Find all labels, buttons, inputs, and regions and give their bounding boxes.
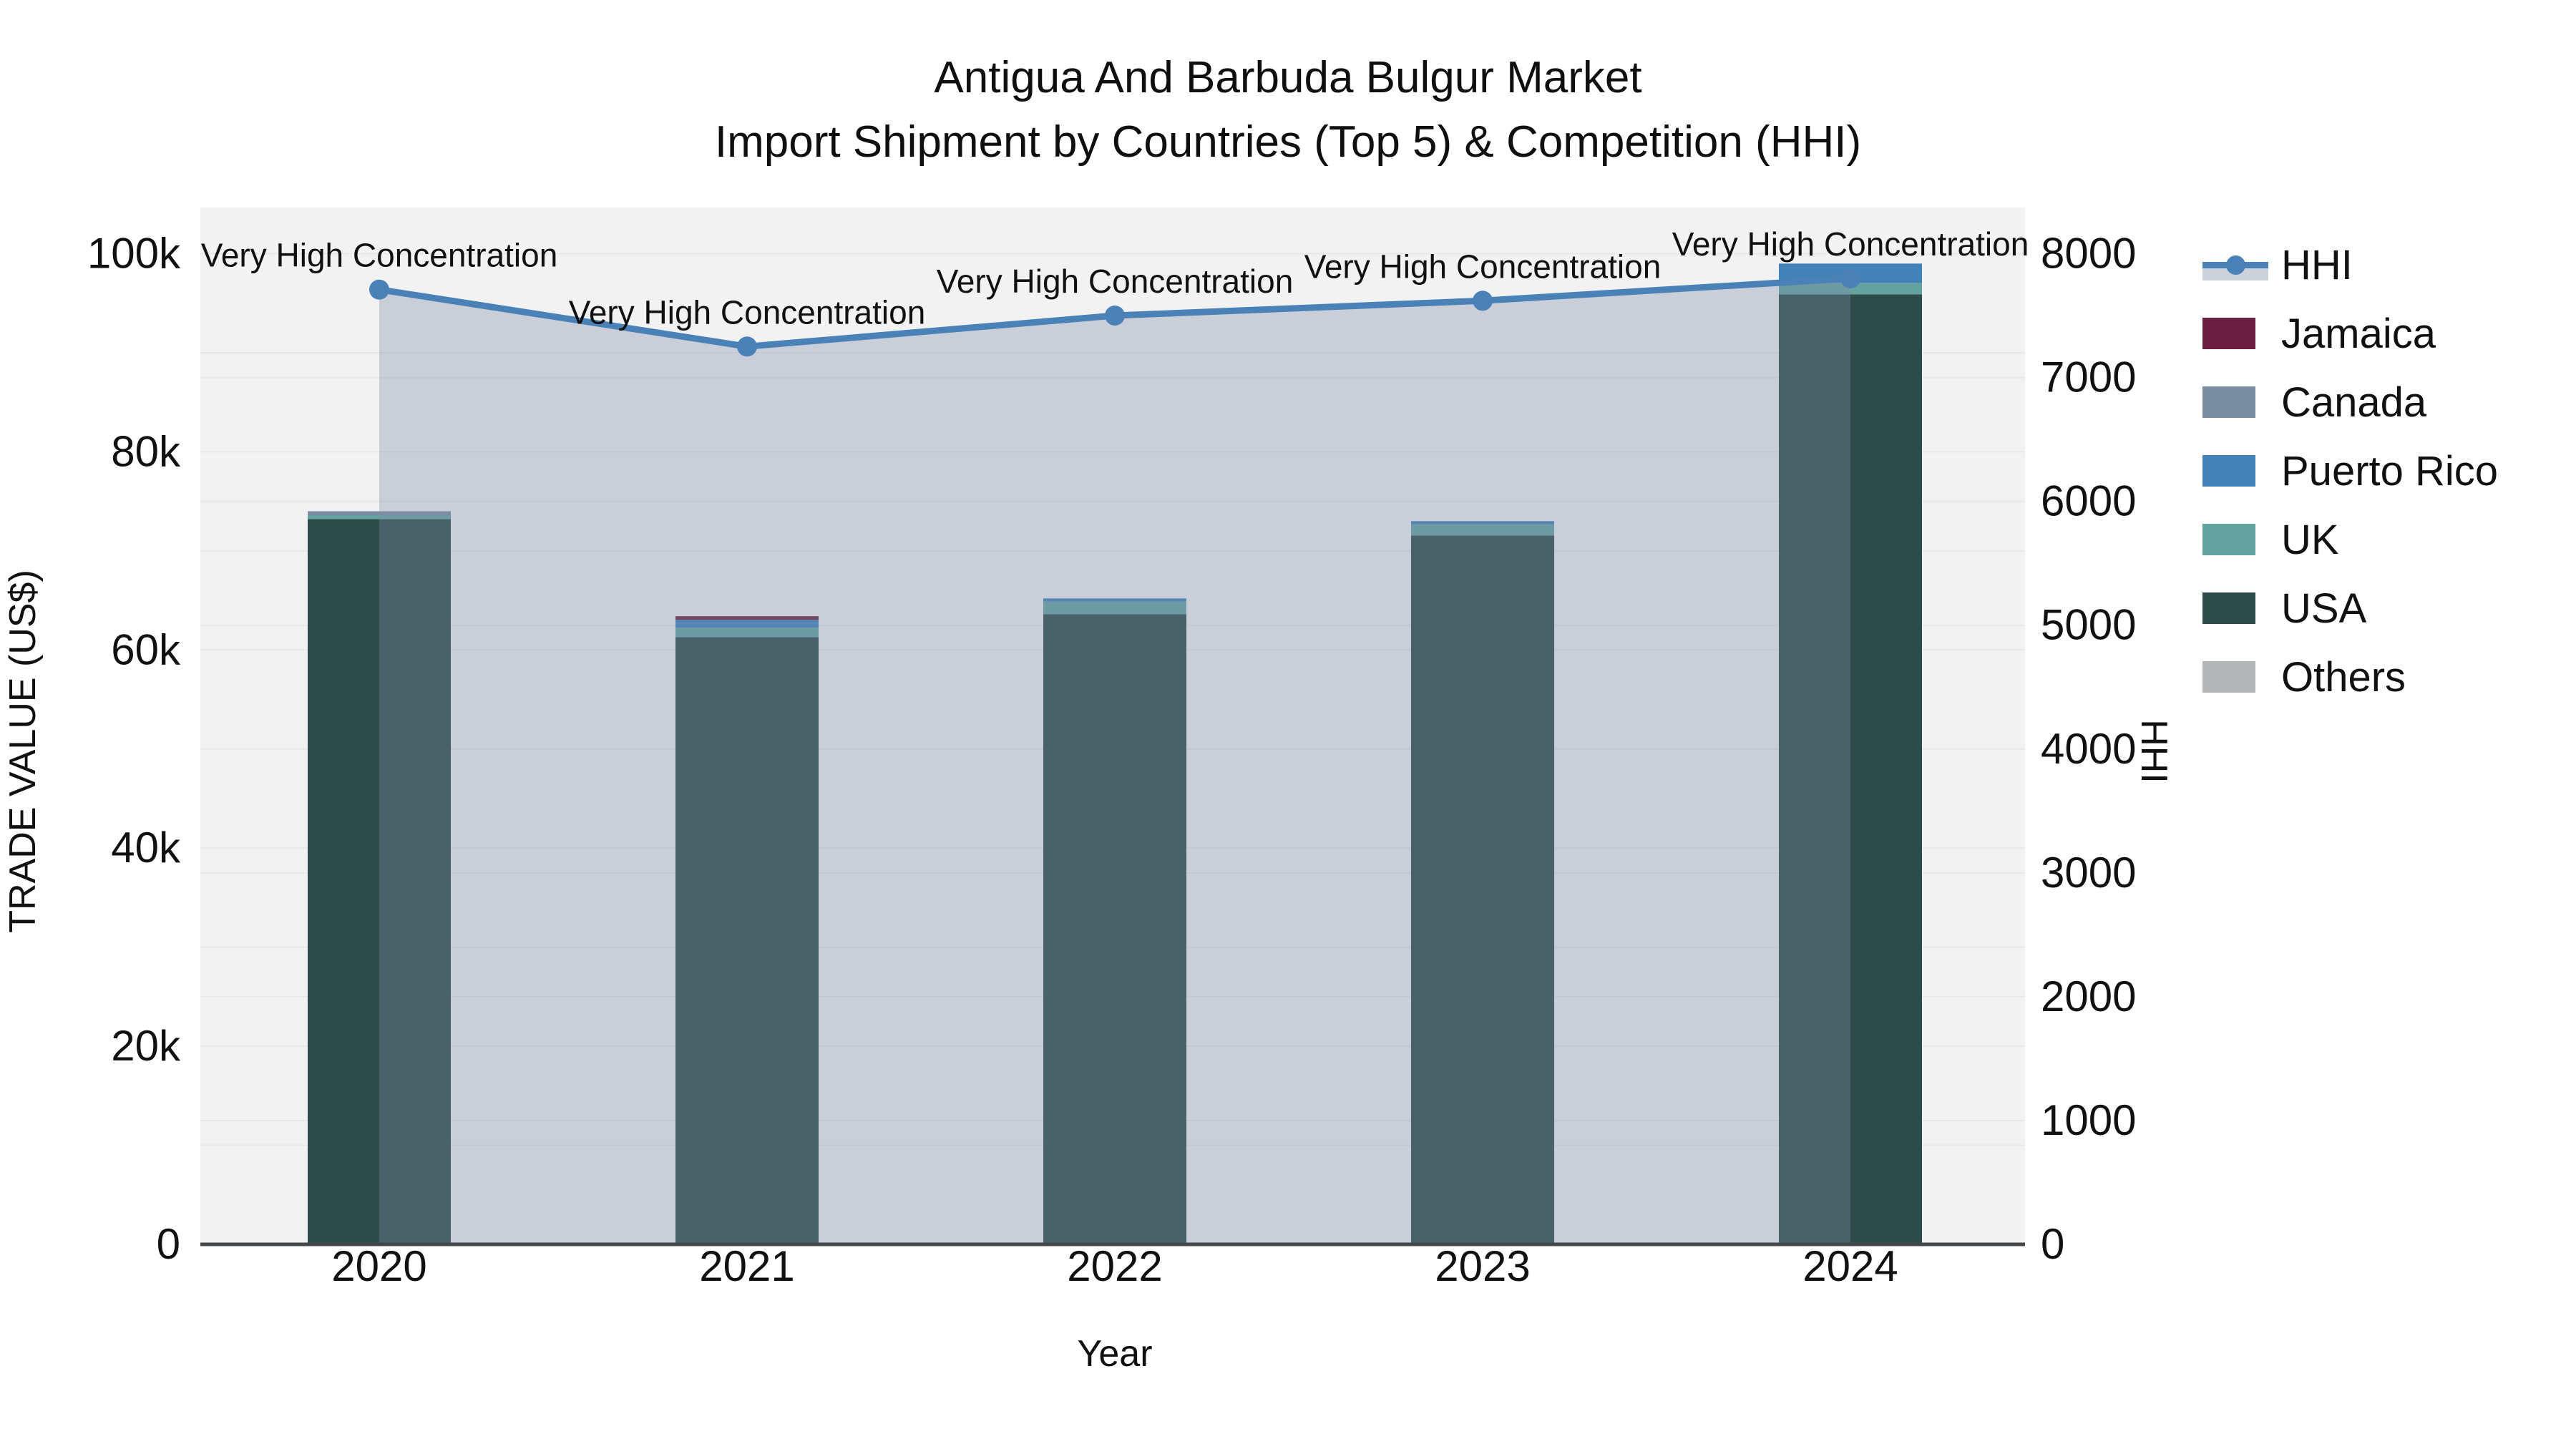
hhi-point-2022 — [1105, 306, 1125, 326]
legend-item-others[interactable]: Others — [2202, 643, 2498, 711]
legend-swatch-usa — [2202, 592, 2255, 624]
bar-segment-usa-2023 — [1411, 535, 1554, 1244]
right-tick-7000: 7000 — [2041, 353, 2136, 401]
bar-segment-uk-2020 — [308, 515, 451, 519]
right-tick-6000: 6000 — [2041, 477, 2136, 525]
x-tick-2024: 2024 — [1802, 1242, 1898, 1290]
annotation-2020: Very High Concentration — [201, 237, 558, 274]
legend-item-usa[interactable]: USA — [2202, 574, 2498, 643]
right-tick-0: 0 — [2041, 1220, 2064, 1268]
right-tick-5000: 5000 — [2041, 601, 2136, 649]
chart-title-line1: Antigua And Barbuda Bulgur Market — [934, 53, 1642, 102]
bar-segment-uk-2024 — [1779, 283, 1922, 295]
legend-swatch-jamaica — [2202, 318, 2255, 349]
x-tick-2022: 2022 — [1067, 1242, 1162, 1290]
legend-label: Puerto Rico — [2281, 447, 2499, 494]
hhi-point-2020 — [369, 279, 389, 300]
x-tick-2020: 2020 — [331, 1242, 426, 1290]
annotation-2023: Very High Concentration — [1304, 248, 1662, 285]
left-tick-0: 0 — [157, 1220, 180, 1268]
right-tick-2000: 2000 — [2041, 972, 2136, 1020]
right-tick-3000: 3000 — [2041, 849, 2136, 897]
left-tick-80k: 80k — [111, 427, 181, 475]
right-y-axis-title: HHI — [2133, 719, 2175, 784]
bar-segment-puerto-rico-2022 — [1043, 598, 1186, 602]
bar-segment-usa-2022 — [1043, 614, 1186, 1244]
right-tick-8000: 8000 — [2041, 230, 2136, 278]
x-tick-2023: 2023 — [1435, 1242, 1530, 1290]
legend-item-hhi[interactable]: HHI — [2202, 230, 2498, 299]
legend-item-canada[interactable]: Canada — [2202, 368, 2498, 436]
annotation-2021: Very High Concentration — [569, 293, 926, 331]
legend-swatch-uk — [2202, 524, 2255, 555]
bar-segment-jamaica-2021 — [675, 616, 819, 620]
hhi-point-2024 — [1840, 268, 1860, 289]
hhi-point-2023 — [1473, 291, 1493, 311]
bar-segment-puerto-rico-2021 — [675, 620, 819, 628]
bar-segment-usa-2020 — [308, 519, 451, 1244]
hhi-point-2021 — [737, 336, 757, 357]
bar-segment-uk-2022 — [1043, 601, 1186, 615]
legend-item-jamaica[interactable]: Jamaica — [2202, 299, 2498, 368]
bar-segment-uk-2021 — [675, 628, 819, 638]
right-tick-1000: 1000 — [2041, 1096, 2136, 1144]
legend-label: HHI — [2281, 241, 2353, 288]
chart-title: Antigua And Barbuda Bulgur Market Import… — [0, 46, 2576, 175]
legend-item-puerto-rico[interactable]: Puerto Rico — [2202, 436, 2498, 505]
right-tick-4000: 4000 — [2041, 725, 2136, 773]
x-axis-title: Year — [1077, 1333, 1153, 1375]
left-tick-40k: 40k — [111, 824, 181, 872]
legend-label: Canada — [2281, 379, 2427, 426]
hhi-area-fill — [379, 278, 1850, 1244]
bar-segment-uk-2023 — [1411, 524, 1554, 536]
bar-segment-puerto-rico-2023 — [1411, 521, 1554, 525]
legend-swatch-canada — [2202, 386, 2255, 418]
legend-swatch-puerto-rico — [2202, 455, 2255, 487]
legend: HHI Jamaica Canada Puerto Rico UK USA Others — [2202, 230, 2498, 711]
bar-segment-canada-2020 — [308, 511, 451, 516]
legend-label: Others — [2281, 653, 2406, 701]
legend-label: Jamaica — [2281, 310, 2436, 357]
legend-label: UK — [2281, 516, 2339, 563]
annotation-2024: Very High Concentration — [1672, 225, 2029, 263]
bar-segment-usa-2021 — [675, 637, 819, 1244]
annotation-2022: Very High Concentration — [937, 263, 1294, 300]
chart-title-line2: Import Shipment by Countries (Top 5) & C… — [714, 117, 1862, 167]
legend-label: USA — [2281, 585, 2367, 632]
legend-item-uk[interactable]: UK — [2202, 505, 2498, 574]
left-tick-100k: 100k — [87, 230, 181, 278]
left-tick-60k: 60k — [111, 625, 181, 673]
legend-swatch-others — [2202, 661, 2255, 693]
bar-segment-usa-2024 — [1779, 294, 1922, 1244]
hhi-line-sample-icon — [2202, 248, 2268, 282]
x-tick-2021: 2021 — [699, 1242, 794, 1290]
left-y-axis-title: TRADE VALUE (US$) — [2, 570, 44, 933]
left-tick-20k: 20k — [111, 1022, 181, 1070]
